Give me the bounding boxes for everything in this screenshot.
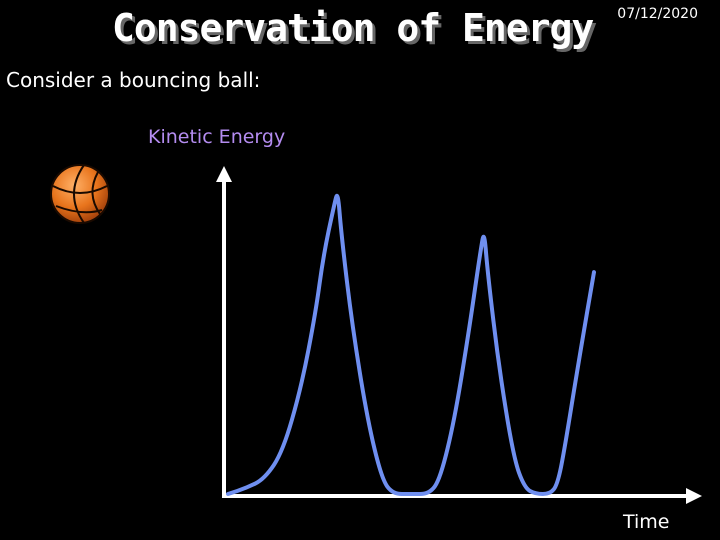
x-axis-arrow bbox=[686, 488, 702, 504]
slide-date: 07/12/2020 bbox=[617, 6, 698, 22]
slide-title: Conservation of Energy bbox=[112, 6, 594, 50]
y-axis-label: Kinetic Energy bbox=[148, 126, 285, 148]
x-axis-label: Time bbox=[622, 511, 670, 533]
kinetic-energy-curve bbox=[226, 193, 596, 496]
basketball-icon bbox=[50, 164, 110, 224]
y-axis-arrow bbox=[216, 166, 232, 182]
slide-subtitle: Consider a bouncing ball: bbox=[6, 68, 261, 92]
